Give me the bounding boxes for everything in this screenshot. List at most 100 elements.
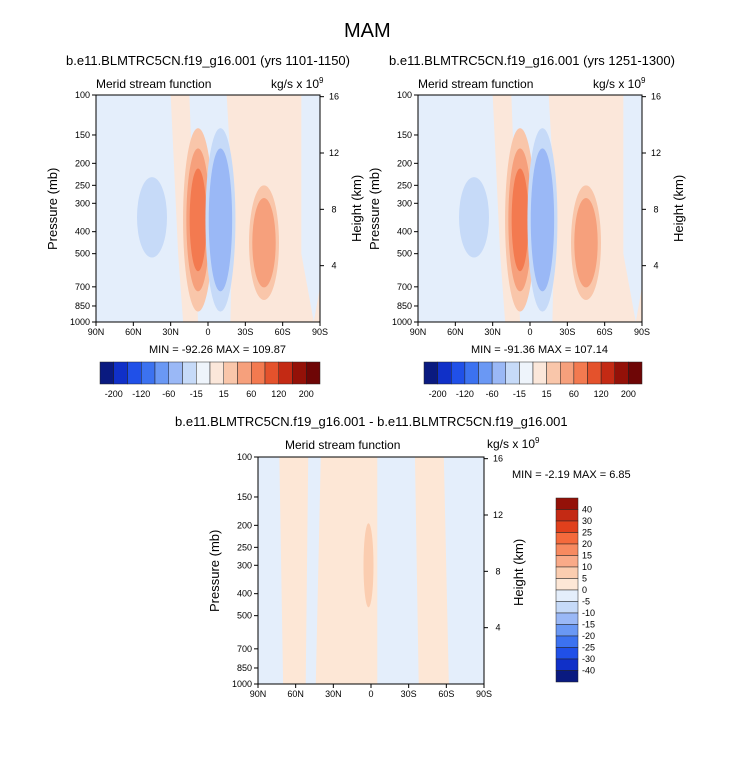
colorbar2-cell (546, 361, 561, 385)
panel3-ytick-right-label: 12 (493, 510, 503, 520)
colorbar2-label: -15 (513, 389, 526, 399)
panel1-sh-negative-region (301, 95, 320, 322)
colorbar2-label: 120 (594, 389, 609, 399)
colorbar3-cell (555, 635, 579, 648)
colorbar3-label: 10 (582, 562, 592, 572)
colorbar3-cell (555, 670, 579, 683)
colorbar2-cell (614, 361, 629, 385)
colorbar3-cell (555, 601, 579, 614)
panel1-ytick-label: 400 (75, 227, 90, 237)
panel2-ytick-label: 300 (397, 198, 412, 208)
colorbar1-cell (306, 361, 321, 385)
panel3-ytick-label: 850 (237, 663, 252, 673)
panel3-ylabel-right: Height (km) (511, 538, 526, 606)
panel1-ytick-right-label: 8 (331, 204, 336, 214)
panel1-cell-2-level-3 (189, 168, 207, 272)
panel1-left-label: Merid stream function (96, 77, 212, 91)
panel3-xtick-label: 60S (438, 689, 454, 699)
panel3-negative-region-4 (443, 457, 484, 684)
panel3-ytick-label: 150 (237, 492, 252, 502)
colorbar3-cell (555, 589, 579, 602)
panel2-units-exp: 9 (641, 76, 646, 85)
colorbar1-cell (127, 361, 142, 385)
colorbar2-cell (423, 361, 438, 385)
panel2-ytick-label: 850 (397, 301, 412, 311)
colorbar2-label: -60 (486, 389, 499, 399)
panel3-ytick-right-label: 16 (493, 454, 503, 464)
colorbar1-cell (141, 361, 156, 385)
colorbar1-cell (237, 361, 252, 385)
colorbar1-cell (113, 361, 128, 385)
panel3-xtick-label: 30N (325, 689, 342, 699)
colorbar3-cell (555, 647, 579, 660)
panel3-ytick-right-label: 4 (495, 623, 500, 633)
colorbar3-label: -30 (582, 654, 595, 664)
panel3-title: b.e11.BLMTRC5CN.f19_g16.001 - b.e11.BLMT… (175, 414, 568, 429)
panel2-ylabel-right: Height (km) (671, 174, 686, 242)
panel2-ytick-label: 1000 (392, 317, 412, 327)
panel3-xtick-label: 60N (287, 689, 304, 699)
colorbar3-label: 15 (582, 551, 592, 561)
panel2-sh-negative-region (623, 95, 642, 322)
panel2-ytick-label: 150 (397, 130, 412, 140)
panel2-ylabel: Pressure (mb) (367, 167, 382, 250)
panel1-units-base: kg/s x 10 (271, 77, 320, 91)
panel3-positive-cell (363, 523, 374, 608)
colorbar1-cell (209, 361, 224, 385)
colorbar2-cell (532, 361, 547, 385)
figure-title: MAM (344, 20, 391, 42)
panel2-cell-3-level-2 (530, 148, 555, 292)
panel1-ytick-label: 500 (75, 249, 90, 259)
panel3-xtick-label: 30S (401, 689, 417, 699)
panel2-ytick-label: 500 (397, 249, 412, 259)
colorbar3-label: -15 (582, 620, 595, 630)
panel1-ytick-label: 300 (75, 198, 90, 208)
panel3-negative-region-1 (258, 457, 284, 684)
colorbar1-cell (223, 361, 238, 385)
panel1-ytick-label: 850 (75, 301, 90, 311)
panel2-minmax: MIN = -91.36 MAX = 107.14 (471, 344, 608, 356)
panel3-xtick-label: 0 (368, 689, 373, 699)
colorbar3-cell (555, 497, 579, 510)
panel3-ytick-label: 300 (237, 560, 252, 570)
panel2-cell-1-level-1 (459, 177, 489, 258)
panel3-left-label: Merid stream function (285, 438, 401, 452)
panel1-ytick-label: 200 (75, 158, 90, 168)
colorbar3-label: -20 (582, 631, 595, 641)
panel3-negative-region-2 (305, 457, 321, 684)
panel1-ytick-label: 1000 (70, 317, 90, 327)
colorbar3-label: 30 (582, 516, 592, 526)
colorbar3-cell (555, 520, 579, 533)
colorbar3-label: -25 (582, 643, 595, 653)
panel3-ytick-label: 250 (237, 542, 252, 552)
panel1-units: kg/s x 109 (271, 76, 323, 91)
panel1-ytick-label: 100 (75, 90, 90, 100)
panel3-units-base: kg/s x 10 (487, 437, 536, 451)
panel2-xtick-label: 60S (597, 327, 613, 337)
colorbar1-label: 15 (219, 389, 229, 399)
colorbar3-cell (555, 578, 579, 591)
panel2-ytick-label: 250 (397, 180, 412, 190)
colorbar2-cell (587, 361, 602, 385)
colorbar1-cell (251, 361, 266, 385)
panel2-ytick-right-label: 16 (651, 92, 661, 102)
colorbar1-label: 60 (246, 389, 256, 399)
colorbar1-label: 200 (299, 389, 314, 399)
colorbar1-label: -60 (162, 389, 175, 399)
panel1-ytick-label: 700 (75, 282, 90, 292)
panel1-xtick-label: 90S (312, 327, 328, 337)
colorbar1-label: -15 (190, 389, 203, 399)
panel1-ytick-right-label: 12 (329, 148, 339, 158)
colorbar3-cell (555, 543, 579, 556)
colorbar1-cell (292, 361, 307, 385)
colorbar2-cell (573, 361, 588, 385)
panel3-ytick-label: 500 (237, 611, 252, 621)
colorbar3-label: 40 (582, 505, 592, 515)
panel2-ytick-right-label: 12 (651, 148, 661, 158)
panel2-xtick-label: 0 (527, 327, 532, 337)
colorbar1-cell (154, 361, 169, 385)
panel3-ytick-right-label: 8 (495, 566, 500, 576)
colorbar3-cell (555, 612, 579, 625)
panel1-cell-1-level-1 (137, 177, 167, 258)
colorbar3-label: 5 (582, 574, 587, 584)
